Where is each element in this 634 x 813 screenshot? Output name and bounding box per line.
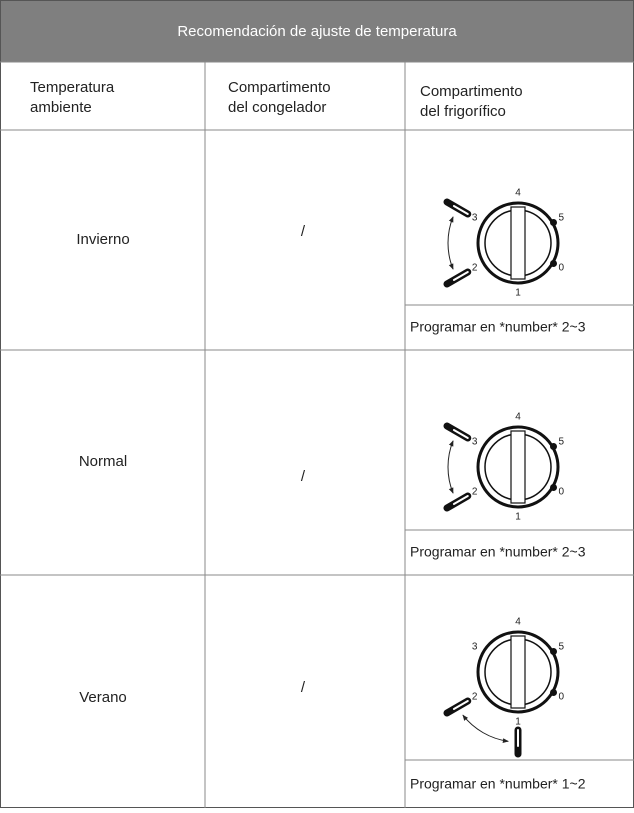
column-header: Compartimento bbox=[420, 83, 523, 100]
dial-ring bbox=[476, 201, 560, 285]
dial-slot bbox=[510, 430, 526, 504]
range-arrow bbox=[462, 714, 509, 743]
dial-dot bbox=[550, 260, 558, 267]
dial-number: 5 bbox=[559, 437, 565, 448]
dial-pointer-inner bbox=[452, 700, 469, 710]
dial-number: 4 bbox=[515, 617, 521, 628]
dial-number: 0 bbox=[559, 487, 565, 498]
dial-number: 2 bbox=[472, 692, 478, 703]
dial-number: 1 bbox=[515, 288, 521, 299]
dial-ring bbox=[476, 630, 560, 714]
dial-number: 0 bbox=[559, 692, 565, 703]
dial-pointer-inner bbox=[452, 495, 469, 505]
freezer-value: / bbox=[301, 223, 306, 240]
season-label: Normal bbox=[79, 453, 127, 470]
dial-dot bbox=[550, 689, 558, 696]
dial-number: 1 bbox=[515, 717, 521, 728]
dial-dot bbox=[550, 484, 558, 491]
dial-ring bbox=[476, 425, 560, 509]
column-header: del congelador bbox=[228, 99, 326, 116]
dial-dot bbox=[550, 219, 558, 226]
dial-pointer-inner bbox=[452, 429, 469, 439]
freezer-value: / bbox=[301, 679, 306, 696]
season-label: Invierno bbox=[76, 231, 129, 248]
season-label: Verano bbox=[79, 689, 127, 706]
setting-caption: Programar en *number* 2~3 bbox=[410, 544, 586, 560]
dial-number: 2 bbox=[472, 263, 478, 274]
dial-number: 3 bbox=[472, 213, 478, 224]
setting-caption: Programar en *number* 1~2 bbox=[410, 776, 586, 792]
thermostat-dial: 0 1 2 3 4 5 bbox=[443, 617, 565, 758]
dial-number: 5 bbox=[559, 213, 565, 224]
dial-number: 1 bbox=[515, 512, 521, 523]
dial-number: 5 bbox=[559, 642, 565, 653]
dial-number: 4 bbox=[515, 412, 521, 423]
dial-number: 4 bbox=[515, 188, 521, 199]
range-arrow bbox=[447, 216, 454, 270]
setting-caption: Programar en *number* 2~3 bbox=[410, 319, 586, 335]
column-header: Temperatura bbox=[30, 79, 115, 96]
column-header: Compartimento bbox=[228, 79, 331, 96]
range-arrow bbox=[447, 440, 454, 494]
header-title: Recomendación de ajuste de temperatura bbox=[177, 23, 457, 40]
dial-number: 0 bbox=[559, 263, 565, 274]
thermostat-dial: 0 1 2 3 4 5 bbox=[443, 412, 565, 523]
dial-slot bbox=[510, 206, 526, 280]
dial-number: 3 bbox=[472, 642, 478, 653]
dial-pointer-inner bbox=[452, 205, 469, 215]
dial-slot bbox=[510, 635, 526, 709]
column-header: del frigorífico bbox=[420, 103, 506, 120]
dial-number: 2 bbox=[472, 487, 478, 498]
dial-dot bbox=[550, 443, 558, 450]
header-band bbox=[0, 0, 634, 62]
dial-dot bbox=[550, 648, 558, 655]
column-header: ambiente bbox=[30, 99, 92, 116]
freezer-value: / bbox=[301, 468, 306, 485]
dial-number: 3 bbox=[472, 437, 478, 448]
thermostat-dial: 0 1 2 3 4 5 bbox=[443, 188, 565, 299]
dial-pointer-inner bbox=[452, 271, 469, 281]
